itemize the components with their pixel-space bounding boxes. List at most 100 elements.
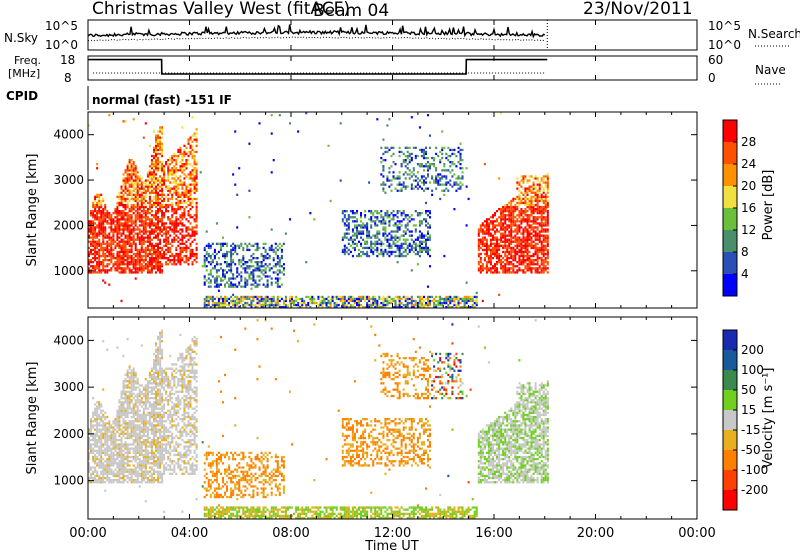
echo-cell bbox=[169, 187, 172, 190]
echo-cell bbox=[96, 407, 99, 410]
echo-cell bbox=[130, 269, 133, 272]
echo-cell bbox=[418, 301, 421, 305]
echo-cell bbox=[203, 261, 206, 264]
echo-cell bbox=[88, 246, 91, 250]
echo-cell bbox=[100, 212, 103, 215]
echo-cell bbox=[343, 252, 346, 256]
nave-tick-top: 60 bbox=[708, 53, 723, 67]
echo-cell bbox=[102, 426, 105, 429]
echo-cell bbox=[390, 183, 393, 186]
echo-cell bbox=[159, 263, 162, 266]
echo-cell bbox=[159, 246, 162, 250]
echo-cell bbox=[173, 187, 176, 190]
echo-cell bbox=[420, 181, 423, 184]
echo-cell bbox=[108, 426, 111, 429]
echo-cell bbox=[530, 259, 533, 262]
echo-cell bbox=[114, 267, 117, 270]
echo-cell bbox=[98, 407, 101, 410]
echo-cell bbox=[423, 165, 426, 168]
echo-cell bbox=[467, 197, 470, 201]
echo-cell bbox=[155, 257, 158, 260]
echo-cell bbox=[416, 163, 419, 166]
echo-cell bbox=[92, 397, 95, 400]
echo-cell bbox=[392, 224, 395, 227]
echo-cell bbox=[92, 220, 95, 223]
echo-cell bbox=[148, 171, 151, 174]
echo-cell bbox=[102, 340, 105, 343]
echo-cell bbox=[140, 201, 143, 205]
echo-cell bbox=[230, 299, 233, 303]
echo-cell bbox=[195, 214, 198, 217]
echo-cell bbox=[148, 195, 151, 198]
echo-cell bbox=[215, 271, 218, 274]
echo-cell bbox=[110, 460, 113, 463]
echo-cell bbox=[540, 214, 543, 217]
echo-cell bbox=[236, 252, 239, 256]
echo-cell bbox=[410, 248, 413, 252]
echo-cell bbox=[217, 289, 220, 292]
echo-cell bbox=[98, 218, 101, 221]
echo-cell bbox=[88, 428, 91, 431]
echo-cell bbox=[181, 205, 184, 209]
echo-cell bbox=[159, 240, 162, 243]
echo-cell bbox=[165, 222, 168, 225]
echo-cell bbox=[412, 146, 415, 149]
echo-cell bbox=[252, 303, 255, 307]
echo-cell bbox=[494, 265, 497, 268]
echo-cell bbox=[106, 445, 109, 448]
echo-cell bbox=[98, 263, 101, 266]
echo-cell bbox=[457, 161, 460, 164]
echo-cell bbox=[479, 259, 482, 262]
echo-cell bbox=[122, 226, 125, 229]
echo-cell bbox=[179, 222, 182, 225]
echo-cell bbox=[102, 216, 105, 219]
echo-cell bbox=[356, 210, 359, 213]
echo-cell bbox=[104, 422, 107, 425]
echo-cell bbox=[416, 295, 419, 299]
echo-cell bbox=[512, 218, 515, 221]
echo-cell bbox=[106, 415, 109, 419]
echo-cell bbox=[126, 165, 129, 168]
echo-cell bbox=[536, 267, 539, 270]
echo-cell bbox=[193, 156, 196, 160]
echo-cell bbox=[153, 181, 156, 184]
echo-cell bbox=[368, 232, 371, 235]
echo-cell bbox=[122, 259, 125, 262]
echo-cell bbox=[142, 240, 145, 243]
echo-cell bbox=[418, 246, 421, 250]
echo-cell bbox=[276, 257, 279, 260]
echo-cell bbox=[209, 281, 212, 284]
echo-cell bbox=[412, 169, 415, 172]
echo-cell bbox=[126, 197, 129, 201]
echo-cell bbox=[234, 283, 237, 286]
echo-cell bbox=[96, 203, 99, 207]
echo-cell bbox=[540, 177, 543, 180]
echo-cell bbox=[498, 271, 501, 274]
echo-cell bbox=[536, 252, 539, 256]
echo-cell bbox=[94, 481, 97, 484]
echo-cell bbox=[163, 183, 166, 186]
echo-cell bbox=[396, 220, 399, 223]
echo-cell bbox=[532, 222, 535, 225]
echo-cell bbox=[203, 281, 206, 284]
echo-cell bbox=[380, 216, 383, 219]
echo-cell bbox=[244, 279, 247, 282]
echo-cell bbox=[183, 208, 186, 211]
echo-cell bbox=[96, 445, 99, 448]
echo-cell bbox=[213, 285, 216, 288]
echo-cell bbox=[321, 295, 324, 299]
echo-cell bbox=[159, 201, 162, 205]
echo-cell bbox=[534, 187, 537, 190]
echo-cell bbox=[175, 234, 178, 237]
echo-cell bbox=[362, 246, 365, 250]
echo-cell bbox=[441, 152, 444, 156]
echo-cell bbox=[423, 150, 426, 154]
echo-cell bbox=[280, 283, 283, 286]
echo-cell bbox=[538, 230, 541, 233]
echo-cell bbox=[528, 261, 531, 264]
echo-cell bbox=[343, 250, 346, 254]
echo-cell bbox=[102, 388, 105, 391]
echo-cell bbox=[183, 173, 186, 176]
echo-cell bbox=[433, 303, 436, 307]
echo-cell bbox=[538, 208, 541, 211]
